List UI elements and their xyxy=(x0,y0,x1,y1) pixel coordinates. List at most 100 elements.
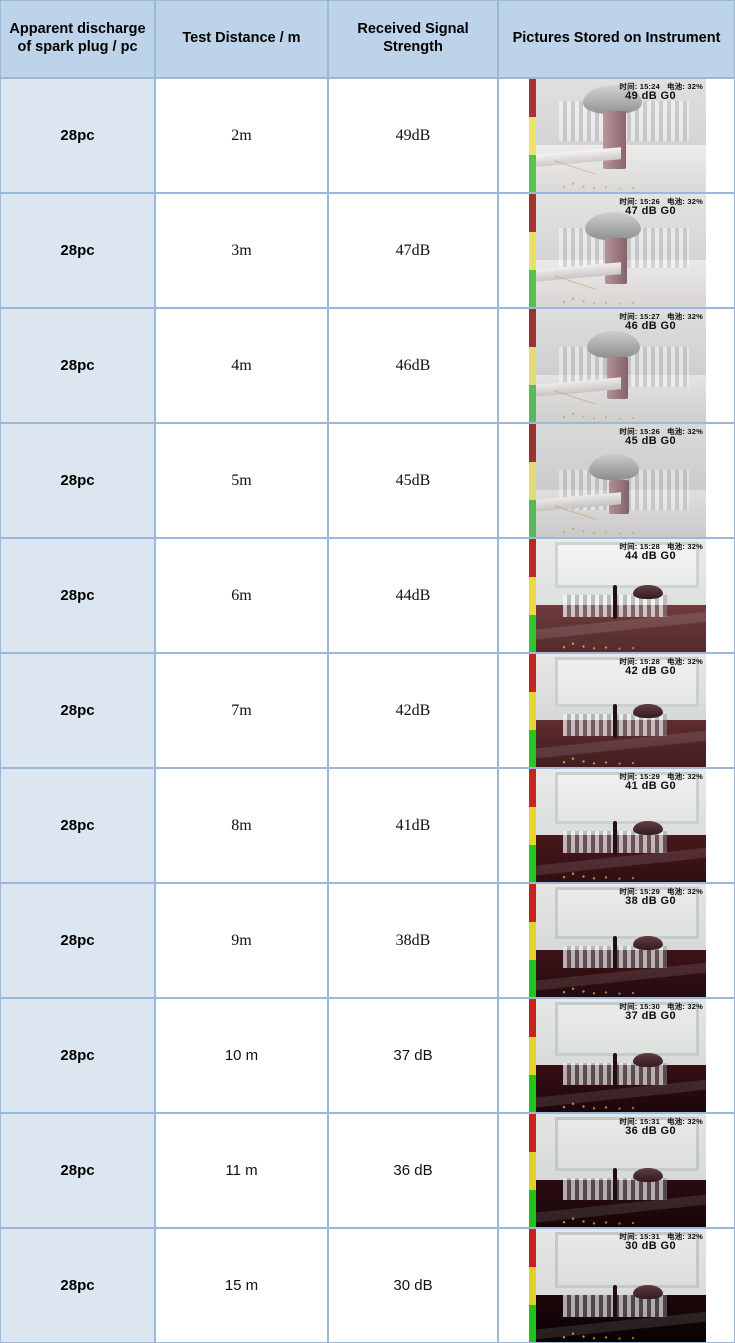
distance-value: 7m xyxy=(231,701,252,719)
cell-distance: 10 m xyxy=(155,998,328,1113)
cell-discharge: 28pc xyxy=(0,193,155,308)
photo-scene xyxy=(529,999,706,1112)
battery-label: 电池: xyxy=(666,657,686,666)
instrument-photo[interactable]: 时间: 15:28 电池: 32% 42 dB G0 xyxy=(529,654,706,767)
insulator-cap xyxy=(585,212,641,240)
instrument-photo[interactable]: 时间: 15:24 电池: 32% 49 dB G0 xyxy=(529,79,706,192)
photo-status-overlay: 时间: 15:29 电池: 32% xyxy=(619,771,703,782)
signal-value: 42dB xyxy=(395,701,431,719)
cell-picture: 时间: 15:28 电池: 32% 42 dB G0 xyxy=(498,653,735,768)
time-value: 15:30 xyxy=(639,1002,660,1011)
cell-signal: 37 dB xyxy=(328,998,498,1113)
time-value: 15:31 xyxy=(639,1232,660,1241)
insulator-post xyxy=(605,238,627,284)
battery-value: 32% xyxy=(687,887,703,896)
cell-picture: 时间: 15:24 电池: 32% 49 dB G0 xyxy=(498,78,735,193)
cell-discharge: 28pc xyxy=(0,423,155,538)
distance-value: 10 m xyxy=(224,1047,259,1064)
signal-value: 36 dB xyxy=(393,1162,433,1179)
signal-bar-green xyxy=(529,1304,536,1342)
cell-distance: 11 m xyxy=(155,1113,328,1228)
signal-bar-red xyxy=(529,194,536,233)
cell-distance: 8m xyxy=(155,768,328,883)
time-value: 15:28 xyxy=(639,542,660,551)
table-row: 28pc 5m 45dB 时间: 15:26 电池: 32% 45 dB G0 xyxy=(0,423,735,538)
cell-picture: 时间: 15:27 电池: 32% 46 dB G0 xyxy=(498,308,735,423)
column-header-pictures: Pictures Stored on Instrument xyxy=(498,0,735,78)
instrument-photo[interactable]: 时间: 15:28 电池: 32% 44 dB G0 xyxy=(529,539,706,652)
photo-reading-overlay: 41 dB G0 xyxy=(625,780,676,792)
table-header-row: Apparent discharge of spark plug / pc Te… xyxy=(0,0,735,78)
probe-rod xyxy=(613,1168,617,1202)
column-header-distance: Test Distance / m xyxy=(155,0,328,78)
battery-label: 电池: xyxy=(666,312,686,321)
sensor-head xyxy=(633,585,663,599)
probe-rod xyxy=(613,1053,617,1087)
signal-bar-red xyxy=(529,884,536,923)
signal-level-bar xyxy=(529,1114,536,1227)
battery-value: 32% xyxy=(687,657,703,666)
instrument-photo[interactable]: 时间: 15:30 电池: 32% 37 dB G0 xyxy=(529,999,706,1112)
table-row: 28pc 9m 38dB 时间: 15:29 电池: 32% 38 dB G0 xyxy=(0,883,735,998)
signal-bar-yellow xyxy=(529,1152,536,1190)
distance-value: 15 m xyxy=(224,1277,259,1294)
signal-bar-red xyxy=(529,539,536,578)
signal-bar-yellow xyxy=(529,922,536,960)
table-body: 28pc 2m 49dB 时间: 15:24 电池: 32% 49 dB G0 28pc 3m… xyxy=(0,78,735,1343)
table-row: 28pc 10 m 37 dB 时间: 15:30 电池: 32% 37 dB G0 xyxy=(0,998,735,1113)
instrument-photo[interactable]: 时间: 15:27 电池: 32% 46 dB G0 xyxy=(529,309,706,422)
cell-distance: 9m xyxy=(155,883,328,998)
instrument-photo[interactable]: 时间: 15:26 电池: 32% 45 dB G0 xyxy=(529,424,706,537)
battery-label: 电池: xyxy=(666,772,686,781)
probe-rod xyxy=(613,821,617,855)
instrument-photo[interactable]: 时间: 15:26 电池: 32% 47 dB G0 xyxy=(529,194,706,307)
time-label: 时间: xyxy=(619,82,638,91)
photo-status-overlay: 时间: 15:26 电池: 32% xyxy=(619,196,703,207)
instrument-photo[interactable]: 时间: 15:29 电池: 32% 41 dB G0 xyxy=(529,769,706,882)
column-header-signal: Received Signal Strength xyxy=(328,0,498,78)
battery-value: 32% xyxy=(687,312,703,321)
insulator-cap xyxy=(589,454,639,480)
signal-bar-green xyxy=(529,1189,536,1227)
signal-level-bar xyxy=(529,654,536,767)
signal-value: 41dB xyxy=(395,816,431,834)
distance-value: 9m xyxy=(231,931,252,949)
discharge-value: 28pc xyxy=(60,932,95,949)
signal-bar-green xyxy=(529,1074,536,1112)
photo-status-overlay: 时间: 15:26 电池: 32% xyxy=(619,426,703,437)
cell-picture: 时间: 15:29 电池: 32% 41 dB G0 xyxy=(498,768,735,883)
cell-distance: 3m xyxy=(155,193,328,308)
waveform-trace xyxy=(537,981,687,995)
insulator-cap xyxy=(583,85,642,114)
battery-value: 32% xyxy=(687,772,703,781)
signal-bar-green xyxy=(529,614,536,652)
instrument-photo[interactable]: 时间: 15:29 电池: 32% 38 dB G0 xyxy=(529,884,706,997)
cell-discharge: 28pc xyxy=(0,998,155,1113)
waveform-trace xyxy=(537,521,687,535)
signal-bar-green xyxy=(529,269,536,307)
cell-picture: 时间: 15:26 电池: 32% 45 dB G0 xyxy=(498,423,735,538)
battery-value: 32% xyxy=(687,197,703,206)
signal-level-bar xyxy=(529,1229,536,1342)
cell-discharge: 28pc xyxy=(0,768,155,883)
battery-value: 32% xyxy=(687,1117,703,1126)
photo-status-overlay: 时间: 15:24 电池: 32% xyxy=(619,81,703,92)
column-header-discharge: Apparent discharge of spark plug / pc xyxy=(0,0,155,78)
signal-value: 38dB xyxy=(395,931,431,949)
insulator-cap xyxy=(587,331,640,358)
signal-bar-green xyxy=(529,729,536,767)
sensor-head xyxy=(633,704,663,718)
cell-picture: 时间: 15:30 电池: 32% 37 dB G0 xyxy=(498,998,735,1113)
instrument-photo[interactable]: 时间: 15:31 电池: 32% 30 dB G0 xyxy=(529,1229,706,1342)
instrument-photo[interactable]: 时间: 15:31 电池: 32% 36 dB G0 xyxy=(529,1114,706,1227)
signal-bar-green xyxy=(529,499,536,537)
discharge-value: 28pc xyxy=(60,472,95,489)
photo-reading-overlay: 37 dB G0 xyxy=(625,1010,676,1022)
cell-picture: 时间: 15:28 电池: 32% 44 dB G0 xyxy=(498,538,735,653)
photo-scene xyxy=(529,309,706,422)
discharge-value: 28pc xyxy=(60,1162,95,1179)
cell-signal: 42dB xyxy=(328,653,498,768)
battery-label: 电池: xyxy=(666,542,686,551)
photo-reading-overlay: 46 dB G0 xyxy=(625,320,676,332)
time-label: 时间: xyxy=(619,542,638,551)
